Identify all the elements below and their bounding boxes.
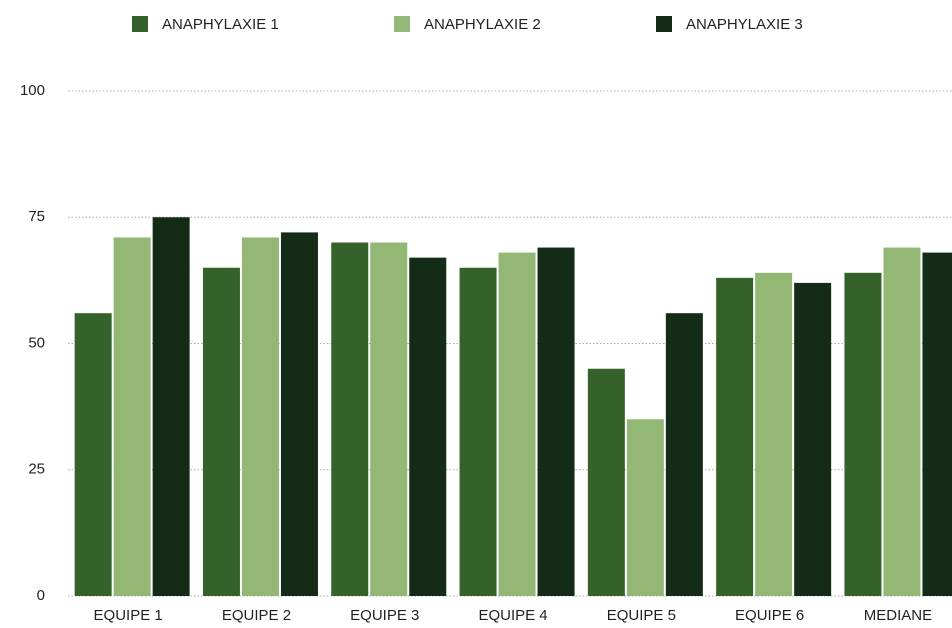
bar bbox=[716, 277, 754, 596]
bar bbox=[844, 272, 882, 596]
y-tick-label: 0 bbox=[37, 587, 45, 604]
legend-label: ANAPHYLAXIE 2 bbox=[424, 16, 541, 33]
bar bbox=[883, 247, 921, 597]
legend-swatch bbox=[656, 16, 672, 32]
legend-label: ANAPHYLAXIE 1 bbox=[162, 16, 279, 33]
bar bbox=[498, 252, 536, 596]
x-tick-label: EQUIPE 2 bbox=[222, 607, 291, 624]
bar bbox=[755, 272, 793, 596]
bar bbox=[409, 257, 447, 596]
legend-swatch bbox=[394, 16, 410, 32]
legend-swatch bbox=[132, 16, 148, 32]
y-tick-label: 25 bbox=[28, 461, 45, 478]
bar bbox=[280, 232, 318, 596]
bar bbox=[74, 313, 112, 596]
bar bbox=[202, 267, 240, 596]
y-tick-label: 100 bbox=[20, 82, 45, 99]
x-tick-label: MEDIANE bbox=[864, 607, 932, 624]
x-tick-label: EQUIPE 4 bbox=[478, 607, 547, 624]
bar bbox=[626, 419, 664, 596]
x-tick-label: EQUIPE 6 bbox=[735, 607, 804, 624]
x-tick-label: EQUIPE 1 bbox=[94, 607, 163, 624]
bar bbox=[370, 242, 408, 596]
legend-label: ANAPHYLAXIE 3 bbox=[686, 16, 803, 33]
bar bbox=[665, 313, 703, 596]
y-tick-label: 75 bbox=[28, 208, 45, 225]
bar bbox=[922, 252, 952, 596]
y-tick-label: 50 bbox=[28, 334, 45, 351]
bar bbox=[152, 217, 190, 596]
bar bbox=[331, 242, 369, 596]
bar bbox=[459, 267, 497, 596]
bar bbox=[241, 237, 279, 596]
bar bbox=[794, 282, 832, 596]
bar bbox=[537, 247, 575, 597]
x-tick-label: EQUIPE 3 bbox=[350, 607, 419, 624]
bar bbox=[113, 237, 151, 596]
bar bbox=[587, 368, 625, 596]
x-tick-label: EQUIPE 5 bbox=[607, 607, 676, 624]
